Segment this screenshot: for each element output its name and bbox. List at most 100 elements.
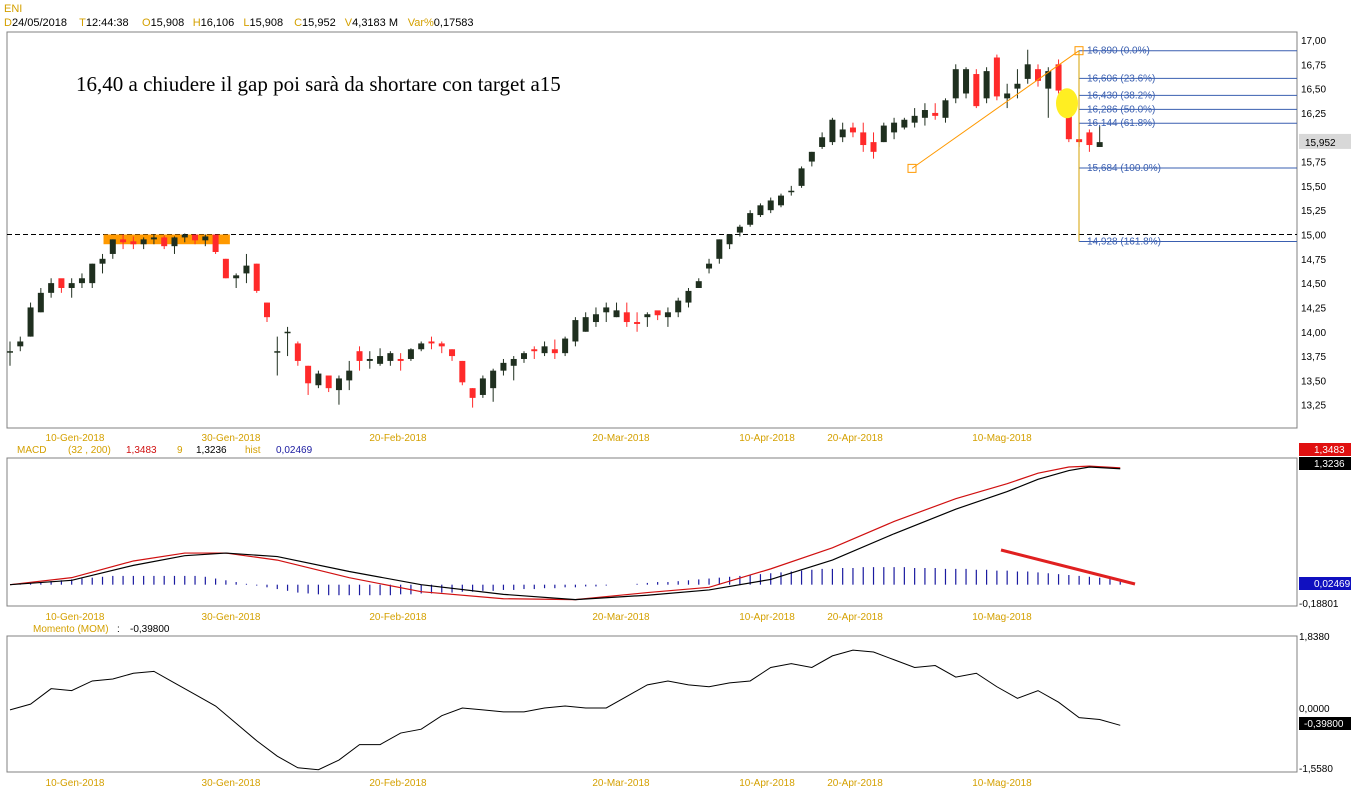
trend-end-handle — [1074, 46, 1084, 56]
candle-body — [469, 388, 476, 398]
candle-body — [109, 239, 116, 254]
x-axis-label: 30-Gen-2018 — [202, 778, 261, 789]
price-tick-label: 15,50 — [1301, 182, 1326, 193]
candle-body — [387, 353, 394, 361]
candle-body — [664, 312, 671, 318]
candle-body — [500, 362, 507, 371]
x-axis-label: 20-Apr-2018 — [827, 778, 883, 789]
candle-body — [932, 112, 939, 116]
candle-body — [736, 226, 743, 233]
candle-body — [192, 234, 199, 241]
header-key: L — [243, 17, 249, 29]
header-item: D24/05/2018 — [4, 17, 67, 29]
candle-body — [428, 341, 435, 344]
candle-body — [1045, 71, 1052, 89]
x-axis-label: 10-Mag-2018 — [972, 612, 1032, 623]
hist-value-tag — [1299, 577, 1351, 590]
fib-level-label: 14,928 (161.8%) — [1087, 237, 1161, 248]
candle-body — [78, 278, 85, 284]
macd-params: (32 , 200) — [68, 445, 111, 456]
x-axis-labels-momentum: 10-Gen-2018 30-Gen-2018 20-Feb-2018 20-Mar-… — [46, 778, 1033, 789]
momentum-line — [9, 649, 1121, 771]
candle-body — [315, 373, 322, 386]
momentum-scale-mid: 0,0000 — [1299, 704, 1330, 715]
fib-level-label: 16,286 (50.0%) — [1087, 104, 1155, 115]
candle-body — [264, 302, 270, 318]
candle-body — [603, 307, 610, 313]
x-axis-label: 20-Apr-2018 — [827, 612, 883, 623]
x-axis-label: 10-Gen-2018 — [46, 433, 105, 444]
candle-body — [747, 213, 754, 225]
last-price-box — [1299, 133, 1351, 149]
x-axis-label: 20-Mar-2018 — [592, 778, 650, 789]
header-value: 15,952 — [302, 17, 336, 29]
candle-body — [438, 343, 445, 347]
candle-body — [1024, 64, 1031, 79]
candle-body — [952, 69, 959, 99]
candle-body — [963, 69, 970, 94]
gap-highlight — [1056, 88, 1078, 119]
header-value: 15,908 — [151, 17, 185, 29]
candle-body — [757, 205, 764, 216]
fib-level-label: 16,606 (23.6%) — [1087, 73, 1155, 84]
macd-histogram — [19, 567, 1121, 596]
candle-body — [921, 110, 928, 118]
candle-body — [1004, 93, 1011, 99]
candle-body — [1065, 114, 1072, 140]
price-tick-label: 15,00 — [1301, 231, 1326, 242]
price-tick-label: 13,75 — [1301, 352, 1326, 363]
candle-body — [274, 351, 281, 353]
candle-body — [572, 320, 579, 342]
macd-tag-text: 1,3483 — [1314, 445, 1345, 456]
candle-body — [675, 300, 682, 313]
candle-body — [335, 378, 342, 391]
candle-body — [891, 122, 898, 133]
fibonacci-retracement: 16,890 (0.0%) 16,606 (23.6%) 16,430 (38.2%… — [1078, 46, 1297, 248]
annotation-text: 16,40 a chiudere il gap poi sarà da shor… — [76, 72, 561, 96]
x-axis-label: 10-Mag-2018 — [972, 778, 1032, 789]
header-item: O15,908 — [142, 17, 184, 29]
macd-panel-frame — [6, 457, 1298, 607]
candle-body — [233, 275, 240, 279]
x-axis-label: 10-Gen-2018 — [46, 778, 105, 789]
momentum-colon: : — [117, 624, 120, 635]
momentum-value-tag — [1299, 717, 1351, 730]
hist-value: 0,02469 — [276, 445, 313, 456]
header-value: 24/05/2018 — [12, 17, 67, 29]
candle-body — [120, 239, 127, 243]
price-tick-label: 16,50 — [1301, 85, 1326, 96]
candle-body — [222, 258, 229, 279]
candle-body — [942, 100, 949, 118]
macd-legend: MACD (32 , 200) 1,3483 9 1,3236 hist 0,02469 — [17, 445, 313, 456]
candle-body — [27, 307, 34, 337]
x-axis-label: 10-Gen-2018 — [46, 612, 105, 623]
candle-body — [829, 119, 836, 143]
candle-body — [911, 115, 918, 123]
candle-body — [284, 331, 291, 334]
candle-body — [377, 356, 384, 364]
header-key: C — [294, 17, 302, 29]
price-tick-label: 14,75 — [1301, 255, 1326, 266]
candle-body — [562, 338, 569, 354]
price-tick-label: 15,75 — [1301, 158, 1326, 169]
momentum-panel: Momento (MOM): -0,39800 1,8380 0,0000 -0,39… — [6, 624, 1351, 775]
hist-label: hist — [245, 445, 261, 456]
candle-body — [1035, 69, 1041, 81]
header-info-bar: D24/05/2018 T12:44:38 O15,908 H16,106 L15,90… — [4, 17, 474, 29]
price-tick-label: 13,50 — [1301, 376, 1326, 387]
candle-body — [490, 370, 497, 389]
candle-body — [870, 142, 877, 152]
candle-body — [973, 74, 980, 107]
candle-body — [993, 57, 1000, 97]
header-item: C15,952 — [294, 17, 336, 29]
candle-body — [726, 234, 733, 245]
header-value: 12:44:38 — [86, 17, 129, 29]
header-key: D — [4, 17, 12, 29]
candle-body — [860, 132, 867, 146]
candle-body — [140, 239, 147, 245]
momentum-legend: Momento (MOM): -0,39800 — [33, 624, 170, 635]
price-tick-label: 14,25 — [1301, 303, 1326, 314]
candle-body — [202, 236, 209, 241]
candle-body — [89, 263, 96, 284]
header-value: 0,17583 — [434, 17, 474, 29]
